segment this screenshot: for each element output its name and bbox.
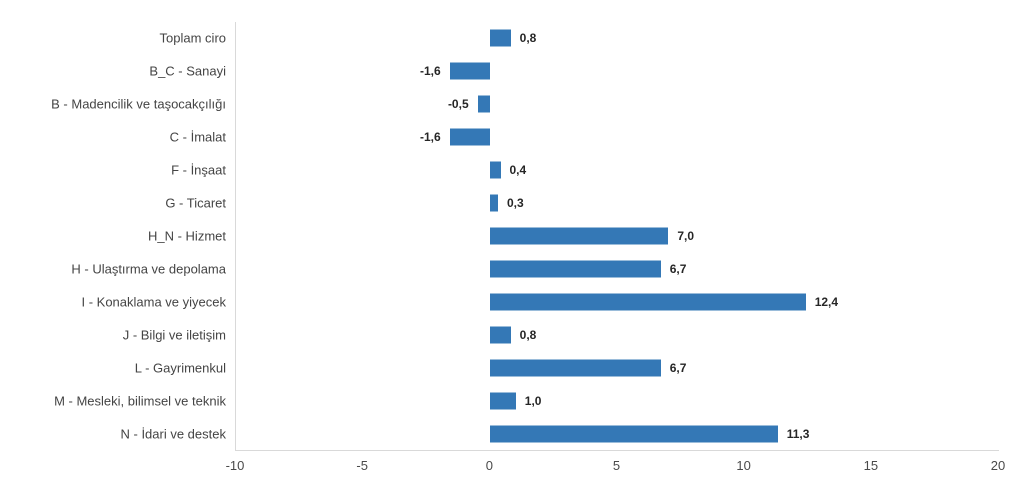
bar-value-label: -0,5	[447, 97, 469, 112]
bar	[490, 194, 498, 212]
bar	[477, 95, 491, 113]
category-axis: Toplam ciro B_C - Sanayi B - Madencilik ve…	[0, 22, 226, 450]
category-label: B - Madencilik ve taşocakçılığı	[51, 96, 226, 112]
bar	[490, 392, 516, 410]
x-axis: -10 -5 0 5 10 15 20	[226, 458, 1006, 478]
bar-value-label: 0,4	[509, 163, 527, 178]
bar	[490, 359, 661, 377]
bar	[449, 128, 491, 146]
plot-area: 0,8 -1,6 -0,5 -1,6 0,4 0,3 7,0 6,7 12,4 0,8 6,7 1,0…	[235, 22, 999, 451]
bar-value-label: -1,6	[419, 130, 441, 145]
bar	[490, 227, 669, 245]
category-label: J - Bilgi ve iletişim	[122, 327, 226, 343]
x-tick-label: 0	[485, 458, 493, 473]
category-label: L - Gayrimenkul	[134, 360, 226, 376]
category-label: M - Mesleki, bilimsel ve teknik	[54, 393, 226, 409]
bar-value-label: 0,8	[519, 31, 537, 46]
category-label: I - Konaklama ve yiyecek	[81, 294, 226, 310]
category-label: H - Ulaştırma ve depolama	[71, 261, 226, 277]
bar	[449, 62, 491, 80]
bar-value-label: -1,6	[419, 64, 441, 79]
x-tick-label: -10	[225, 458, 245, 473]
bar	[490, 29, 511, 47]
category-label: B_C - Sanayi	[149, 63, 226, 79]
category-label: G - Ticaret	[165, 195, 226, 211]
bar-value-label: 1,0	[524, 393, 542, 408]
bar	[490, 326, 511, 344]
bar-value-label: 0,3	[506, 196, 524, 211]
category-label: Toplam ciro	[159, 30, 226, 46]
bar-value-label: 11,3	[786, 426, 810, 441]
x-tick-label: 10	[736, 458, 751, 473]
bar	[490, 425, 778, 443]
x-tick-label: 5	[612, 458, 621, 473]
category-label: C - İmalat	[169, 129, 226, 145]
bar-value-label: 12,4	[814, 294, 839, 309]
bar-value-label: 0,8	[519, 327, 537, 342]
category-label: F - İnşaat	[171, 162, 226, 178]
x-tick-label: 15	[863, 458, 879, 473]
category-label: N - İdari ve destek	[120, 426, 227, 442]
bar	[490, 260, 661, 278]
x-tick-label: 20	[990, 458, 1006, 473]
bar-value-label: 6,7	[669, 261, 687, 276]
bar	[490, 293, 806, 311]
category-label: H_N - Hizmet	[147, 228, 226, 244]
bar-value-label: 7,0	[677, 229, 695, 243]
bar-value-label: 6,7	[669, 360, 687, 375]
x-tick-label: -5	[356, 458, 368, 473]
bar	[490, 161, 501, 179]
